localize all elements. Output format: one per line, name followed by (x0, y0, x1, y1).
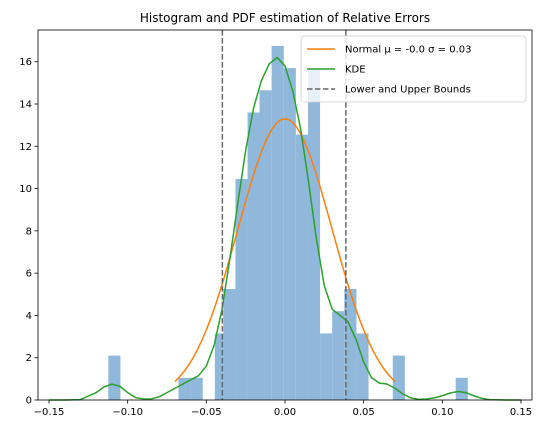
plot-area (49, 30, 521, 401)
y-tick-label: 6 (26, 269, 32, 280)
histogram-bar (271, 45, 284, 400)
histogram-bar (247, 112, 260, 400)
y-tick-label: 8 (26, 226, 32, 237)
y-tick-label: 2 (26, 353, 32, 364)
legend-label: KDE (345, 65, 366, 76)
histogram-bar (307, 68, 321, 401)
histogram-bar (223, 289, 236, 400)
x-tick-label: −0.10 (112, 407, 143, 418)
x-tick-label: 0.00 (274, 407, 296, 418)
histogram-bar (344, 289, 357, 400)
histogram-bar (190, 377, 203, 400)
histogram-bar (295, 134, 308, 400)
histogram-bar (108, 355, 121, 400)
histogram-bar (332, 311, 345, 400)
y-tick-label: 12 (19, 142, 32, 153)
legend-label: Lower and Upper Bounds (345, 85, 471, 96)
y-tick-label: 14 (19, 100, 32, 111)
chart-title: Histogram and PDF estimation of Relative… (140, 11, 430, 25)
x-tick-label: 0.10 (431, 407, 453, 418)
histogram-bar (320, 333, 333, 400)
histogram-bar (283, 68, 296, 401)
histogram-bar (214, 333, 224, 400)
histogram-bar (235, 179, 248, 400)
x-tick-label: −0.05 (191, 407, 222, 418)
y-tick-label: 16 (19, 57, 32, 68)
y-tick-label: 10 (19, 184, 32, 195)
legend-box (300, 35, 527, 103)
kde-line (49, 56, 521, 401)
x-tick-label: −0.15 (34, 407, 65, 418)
legend: Normal μ = -0.0 σ = 0.03 KDE Lower and Upp… (300, 35, 527, 103)
histogram-bar (259, 90, 272, 400)
legend-label: Normal μ = -0.0 σ = 0.03 (345, 45, 472, 56)
x-tick-label: 0.05 (353, 407, 375, 418)
y-tick-label: 4 (26, 311, 32, 322)
axis-ticks: −0.15 −0.10 −0.05 0.00 0.05 0.10 0.15 0 2 4 6 8 10 12… (19, 57, 532, 418)
normal-pdf-line (174, 118, 396, 383)
x-tick-label: 0.15 (510, 407, 532, 418)
histogram-bar (178, 377, 191, 400)
histogram-bar (455, 377, 468, 400)
y-tick-label: 0 (26, 396, 32, 407)
